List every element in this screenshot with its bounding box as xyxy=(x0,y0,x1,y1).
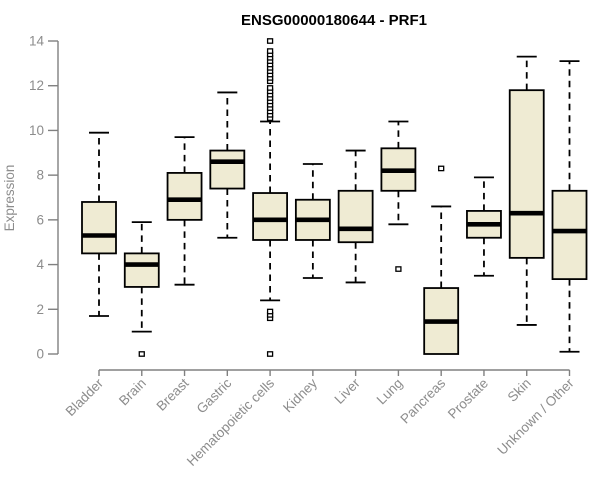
x-tick-label-skin: Skin xyxy=(505,376,534,405)
y-axis-title: Expression xyxy=(2,165,17,232)
chart-title: ENSG00000180644 - PRF1 xyxy=(241,12,427,29)
y-tick-label-10: 10 xyxy=(29,123,44,138)
y-tick-label-12: 12 xyxy=(29,78,44,93)
outlier-point-lung xyxy=(395,266,402,272)
box-brain xyxy=(123,252,160,288)
y-tick-label-4: 4 xyxy=(36,257,44,272)
outlier-point-hematopoietic-cells xyxy=(266,48,274,54)
box-liver xyxy=(337,189,374,244)
y-tick-label-2: 2 xyxy=(36,302,44,317)
outlier-point-hematopoietic-cells xyxy=(266,308,274,315)
y-tick-label-8: 8 xyxy=(36,168,44,183)
y-tick-label-6: 6 xyxy=(36,212,44,227)
box-skin xyxy=(508,89,545,259)
x-tick-label-breast: Breast xyxy=(153,375,191,413)
x-tick-label-kidney: Kidney xyxy=(280,375,320,415)
box-hematopoietic-cells xyxy=(252,192,288,241)
box-breast xyxy=(166,172,203,221)
outlier-point-hematopoietic-cells xyxy=(266,85,274,91)
x-tick-label-lung: Lung xyxy=(374,376,406,408)
outlier-point-pancreas xyxy=(438,165,445,172)
y-tick-label-0: 0 xyxy=(36,347,44,362)
box-gastric xyxy=(209,149,246,190)
x-tick-label-gastric: Gastric xyxy=(194,375,235,416)
box-bladder xyxy=(81,201,117,255)
box-unknown-other xyxy=(551,189,588,281)
y-tick-label-14: 14 xyxy=(29,34,45,49)
x-tick-label-pancreas: Pancreas xyxy=(397,375,448,426)
x-tick-label-brain: Brain xyxy=(116,376,149,409)
x-tick-label-bladder: Bladder xyxy=(63,375,107,419)
outlier-point-brain xyxy=(138,351,145,357)
x-tick-label-unknown-other: Unknown / Other xyxy=(494,375,577,458)
x-tick-label-liver: Liver xyxy=(331,375,363,407)
outlier-point-hematopoietic-cells xyxy=(266,351,274,357)
x-tick-label-prostate: Prostate xyxy=(445,376,491,422)
outlier-point-hematopoietic-cells xyxy=(266,38,274,44)
